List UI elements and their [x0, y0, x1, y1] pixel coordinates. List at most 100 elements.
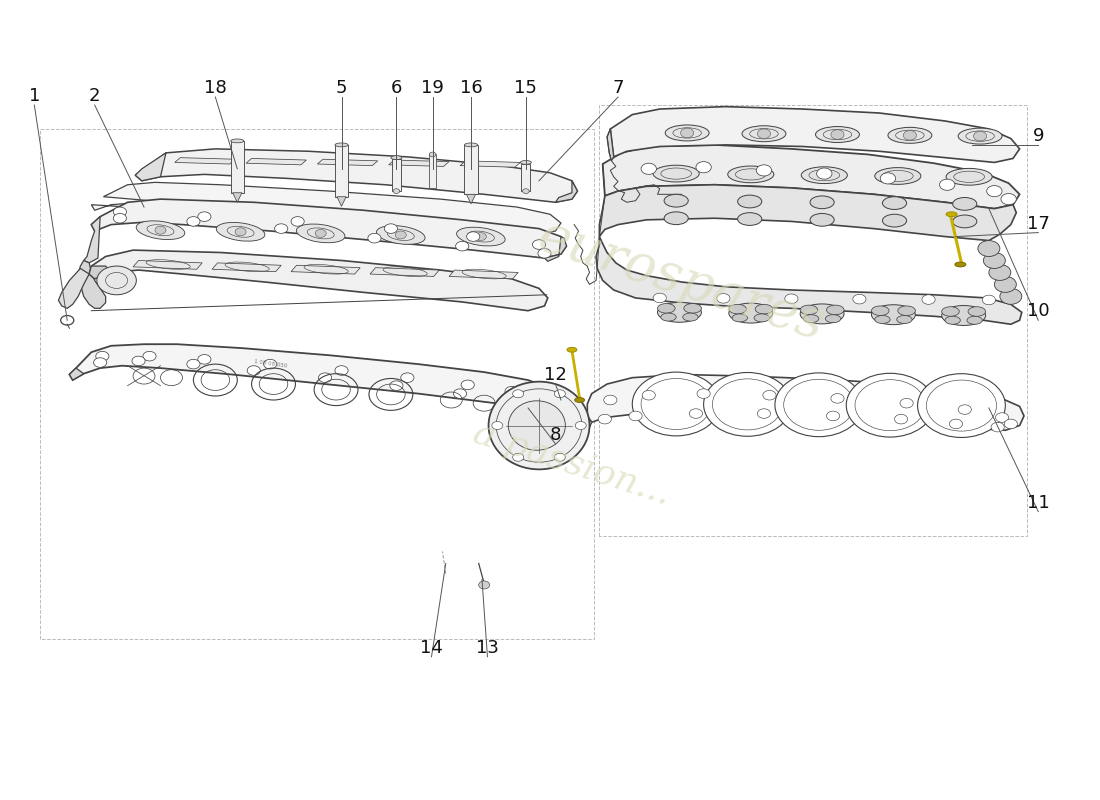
- Circle shape: [453, 389, 466, 398]
- Polygon shape: [460, 161, 520, 167]
- Polygon shape: [392, 159, 400, 191]
- Circle shape: [852, 294, 866, 304]
- Text: 10: 10: [1027, 302, 1049, 320]
- Circle shape: [900, 398, 913, 408]
- Ellipse shape: [683, 313, 698, 321]
- Circle shape: [641, 163, 657, 174]
- Circle shape: [513, 454, 524, 462]
- Ellipse shape: [945, 316, 960, 324]
- Circle shape: [155, 226, 166, 234]
- Circle shape: [319, 373, 332, 382]
- Circle shape: [455, 242, 469, 251]
- Ellipse shape: [898, 306, 915, 315]
- Polygon shape: [607, 129, 614, 161]
- Circle shape: [826, 411, 839, 421]
- Polygon shape: [78, 261, 106, 308]
- Circle shape: [466, 232, 480, 242]
- Circle shape: [532, 400, 546, 410]
- Circle shape: [96, 351, 109, 361]
- Text: 19: 19: [421, 79, 444, 97]
- Circle shape: [632, 372, 721, 436]
- Ellipse shape: [826, 305, 844, 314]
- Circle shape: [113, 214, 127, 223]
- Circle shape: [522, 189, 529, 194]
- Ellipse shape: [953, 215, 977, 228]
- Ellipse shape: [896, 315, 912, 323]
- Polygon shape: [231, 141, 244, 193]
- Text: 12: 12: [544, 366, 566, 384]
- Circle shape: [653, 293, 667, 302]
- Polygon shape: [58, 269, 89, 308]
- Polygon shape: [89, 266, 111, 279]
- Circle shape: [763, 390, 776, 400]
- Circle shape: [532, 240, 546, 250]
- Text: 1: 1: [29, 87, 40, 105]
- Ellipse shape: [658, 303, 675, 313]
- Circle shape: [989, 265, 1011, 281]
- Ellipse shape: [738, 213, 762, 226]
- Circle shape: [275, 224, 288, 234]
- Circle shape: [198, 212, 211, 222]
- Polygon shape: [583, 416, 592, 430]
- Ellipse shape: [136, 221, 185, 239]
- Polygon shape: [600, 185, 1016, 241]
- Ellipse shape: [756, 304, 772, 314]
- Polygon shape: [596, 237, 1022, 324]
- Ellipse shape: [946, 169, 992, 185]
- Circle shape: [502, 395, 515, 405]
- Circle shape: [894, 414, 908, 424]
- Ellipse shape: [742, 126, 785, 142]
- Text: 16: 16: [460, 79, 483, 97]
- Circle shape: [958, 405, 971, 414]
- Circle shape: [696, 162, 712, 173]
- Ellipse shape: [664, 194, 689, 207]
- Polygon shape: [212, 263, 282, 272]
- Circle shape: [575, 422, 586, 430]
- Circle shape: [917, 374, 1005, 438]
- Circle shape: [717, 294, 730, 303]
- Polygon shape: [135, 153, 166, 181]
- Circle shape: [143, 351, 156, 361]
- Polygon shape: [84, 217, 100, 263]
- Ellipse shape: [738, 195, 762, 208]
- Ellipse shape: [958, 128, 1002, 144]
- Polygon shape: [544, 237, 566, 262]
- Ellipse shape: [231, 139, 244, 143]
- Polygon shape: [610, 106, 1020, 162]
- Circle shape: [784, 294, 798, 303]
- Text: 2: 2: [89, 87, 100, 105]
- Circle shape: [187, 217, 200, 226]
- Circle shape: [478, 581, 490, 589]
- Text: 13: 13: [476, 638, 499, 657]
- Ellipse shape: [574, 398, 584, 402]
- Circle shape: [475, 233, 486, 241]
- Circle shape: [235, 228, 246, 236]
- Polygon shape: [91, 199, 566, 258]
- Circle shape: [996, 413, 1009, 422]
- Circle shape: [113, 207, 127, 217]
- Ellipse shape: [946, 212, 957, 217]
- Ellipse shape: [729, 304, 747, 314]
- Ellipse shape: [728, 166, 773, 182]
- Circle shape: [991, 422, 1004, 432]
- Circle shape: [846, 374, 934, 437]
- Circle shape: [987, 186, 1002, 197]
- Ellipse shape: [874, 315, 890, 323]
- Circle shape: [367, 234, 381, 243]
- Circle shape: [880, 173, 895, 184]
- Text: 18: 18: [204, 79, 227, 97]
- Polygon shape: [69, 368, 84, 380]
- Circle shape: [983, 253, 1005, 269]
- Circle shape: [461, 380, 474, 390]
- Circle shape: [429, 152, 436, 157]
- Ellipse shape: [376, 226, 425, 244]
- Polygon shape: [334, 145, 348, 197]
- Ellipse shape: [882, 214, 906, 227]
- Ellipse shape: [955, 262, 966, 267]
- Ellipse shape: [967, 316, 982, 324]
- Circle shape: [554, 390, 565, 398]
- Circle shape: [248, 366, 261, 375]
- Polygon shape: [388, 160, 449, 166]
- Ellipse shape: [803, 314, 818, 322]
- Polygon shape: [233, 193, 242, 202]
